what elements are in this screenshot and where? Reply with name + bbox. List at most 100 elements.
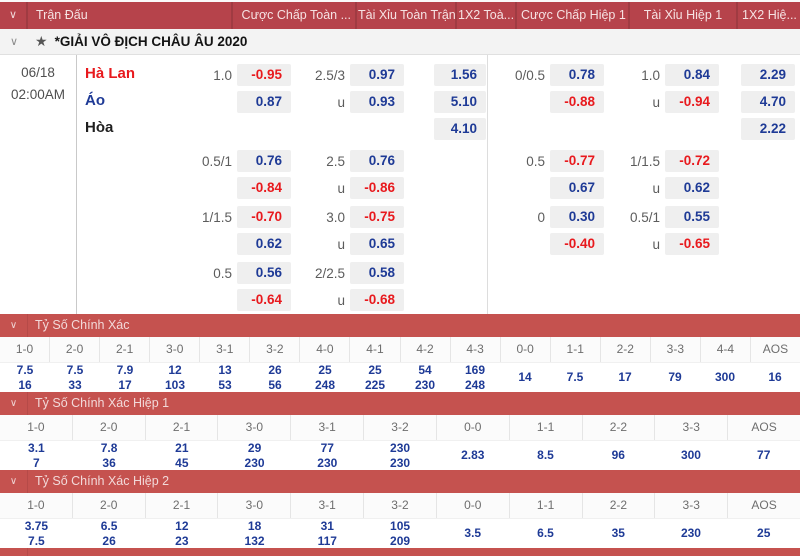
score-odds-cell[interactable]: 300	[714, 370, 736, 384]
score-odds-cell[interactable]: 2.83	[461, 448, 485, 462]
score-odds-cell[interactable]: 3.5	[464, 526, 482, 540]
score-column-header: 1-1	[508, 415, 582, 440]
over-under-full-odd[interactable]: 0.97	[350, 64, 404, 86]
over-under-h1-odd[interactable]: -0.72	[665, 150, 719, 172]
score-column-header: 4-2	[399, 337, 450, 362]
handicap-full-odd[interactable]: -0.84	[237, 177, 291, 199]
score-column-header: AOS	[727, 415, 800, 440]
chevron-down-icon[interactable]: ∨	[0, 2, 28, 29]
1x2-full-odd[interactable]: 5.10	[434, 91, 486, 113]
score-odds-cell[interactable]: 3.75 7.5	[24, 519, 49, 548]
next-section-header-partial	[0, 548, 800, 556]
top-edge-strip	[0, 0, 800, 2]
score-column-header: 0-0	[435, 493, 509, 518]
score-odds-row: 7.5 16 7.5 33 7.9 17 12 103 13 53 26 56 25 248 25 225 54…	[0, 363, 800, 392]
chevron-down-icon[interactable]: ∨	[0, 314, 28, 337]
handicap-h1-odd[interactable]: 0.30	[550, 206, 604, 228]
over-under-h1-odd[interactable]: -0.94	[665, 91, 719, 113]
over-under-full-odd[interactable]: -0.86	[350, 177, 404, 199]
score-odds-cell[interactable]: 12 103	[164, 363, 186, 392]
handicap-h1-odd[interactable]: 0.78	[550, 64, 604, 86]
score-odds-cell[interactable]: 29 230	[244, 441, 265, 470]
1x2-h1-odd[interactable]: 2.29	[741, 64, 795, 86]
over-under-h1-odd[interactable]: -0.65	[665, 233, 719, 255]
handicap-h1-odd[interactable]: -0.88	[550, 91, 604, 113]
over-under-h1-odd[interactable]: 0.55	[665, 206, 719, 228]
chevron-down-icon[interactable]: ∨	[0, 392, 28, 415]
score-section-header[interactable]: ∨ Tỷ Số Chính Xác Hiệp 1	[0, 392, 800, 415]
score-section-header[interactable]: ∨ Tỷ Số Chính Xác	[0, 314, 800, 337]
over-under-h1-line: u	[652, 181, 660, 196]
score-column-header: 3-1	[290, 493, 363, 518]
score-odds-cell[interactable]: 6.5	[537, 526, 554, 540]
score-odds-cell[interactable]: 7.9 17	[116, 363, 134, 392]
handicap-h1-odd[interactable]: -0.40	[550, 233, 604, 255]
league-row[interactable]: ∨ ★ *GIẢI VÔ ĐỊCH CHÂU ÂU 2020	[0, 29, 800, 55]
over-under-h1-odd[interactable]: 0.62	[665, 177, 719, 199]
score-section-header[interactable]: ∨ Tỷ Số Chính Xác Hiệp 2	[0, 470, 800, 493]
1x2-full-odd[interactable]: 4.10	[434, 118, 486, 140]
score-odds-cell[interactable]: 18 132	[244, 519, 265, 548]
score-odds-cell[interactable]: 7.5	[566, 370, 584, 384]
handicap-h1-odd[interactable]: 0.67	[550, 177, 604, 199]
score-odds-cell[interactable]: 7.5 16	[16, 363, 34, 392]
handicap-full-odd[interactable]: 0.76	[237, 150, 291, 172]
odds-table-header: ∨ Trận Đấu Cược Chấp Toàn ... Tài Xỉu To…	[0, 2, 800, 29]
1x2-full-odd[interactable]: 1.56	[434, 64, 486, 86]
score-odds-cell[interactable]: 31 117	[317, 519, 337, 548]
score-odds-cell[interactable]: 6.5 26	[100, 519, 118, 548]
over-under-h1-odd[interactable]: 0.84	[665, 64, 719, 86]
score-odds-cell[interactable]: 12 23	[175, 519, 189, 548]
chevron-cell-partial	[0, 548, 28, 556]
score-odds-cell[interactable]: 230	[680, 526, 701, 540]
over-under-full-odd[interactable]: 0.76	[350, 150, 404, 172]
handicap-full-line: 1.0	[213, 68, 232, 83]
chevron-down-icon[interactable]: ∨	[0, 470, 28, 493]
score-odds-cell[interactable]: 169 248	[464, 363, 486, 392]
over-under-full-odd[interactable]: -0.68	[350, 289, 404, 311]
score-odds-cell[interactable]: 7.8 36	[100, 441, 118, 470]
score-odds-cell[interactable]: 7.5 33	[66, 363, 84, 392]
score-odds-cell[interactable]: 8.5	[537, 448, 554, 462]
score-odds-cell[interactable]: 25	[757, 526, 771, 540]
score-column-header: AOS	[749, 337, 800, 362]
score-odds-cell[interactable]: 96	[611, 448, 625, 462]
score-odds-cell[interactable]: 300	[680, 448, 701, 462]
over-under-full-odd[interactable]: 0.93	[350, 91, 404, 113]
score-odds-cell[interactable]: 35	[611, 526, 625, 540]
score-column-header: 2-0	[49, 337, 99, 362]
handicap-full-odd[interactable]: -0.70	[237, 206, 291, 228]
1x2-h1-odd[interactable]: 2.22	[741, 118, 795, 140]
score-odds-cell[interactable]: 79	[668, 370, 682, 384]
score-odds-cell[interactable]: 26 56	[268, 363, 282, 392]
away-team-name: Áo	[85, 92, 105, 109]
over-under-full-odd[interactable]: 0.65	[350, 233, 404, 255]
score-odds-cell[interactable]: 16	[768, 370, 782, 384]
score-odds-cell[interactable]: 3.1 7	[28, 441, 45, 470]
handicap-full-odd[interactable]: 0.56	[237, 262, 291, 284]
column-group-divider	[487, 55, 488, 314]
score-odds-cell[interactable]: 77 230	[317, 441, 338, 470]
score-odds-cell[interactable]: 21 45	[175, 441, 189, 470]
score-odds-cell[interactable]: 14	[518, 370, 532, 384]
score-column-header: 4-4	[699, 337, 750, 362]
score-odds-cell[interactable]: 25 248	[314, 363, 336, 392]
score-odds-cell[interactable]: 105 209	[390, 519, 411, 548]
over-under-full-odd[interactable]: 0.58	[350, 262, 404, 284]
over-under-full-odd[interactable]: -0.75	[350, 206, 404, 228]
score-odds-cell[interactable]: 17	[618, 370, 632, 384]
chevron-down-icon[interactable]: ∨	[9, 36, 19, 48]
handicap-full-odd[interactable]: 0.87	[237, 91, 291, 113]
score-odds-cell[interactable]: 25 225	[364, 363, 386, 392]
score-odds-cell[interactable]: 54 230	[414, 363, 436, 392]
score-odds-cell[interactable]: 77	[757, 448, 771, 462]
handicap-full-odd[interactable]: 0.62	[237, 233, 291, 255]
star-icon[interactable]: ★	[35, 33, 48, 49]
over-under-full-line: 2/2.5	[314, 266, 345, 281]
handicap-full-odd[interactable]: -0.95	[237, 64, 291, 86]
handicap-full-odd[interactable]: -0.64	[237, 289, 291, 311]
score-odds-cell[interactable]: 13 53	[218, 363, 232, 392]
handicap-h1-odd[interactable]: -0.77	[550, 150, 604, 172]
score-odds-cell[interactable]: 230 230	[390, 441, 411, 470]
1x2-h1-odd[interactable]: 4.70	[741, 91, 795, 113]
